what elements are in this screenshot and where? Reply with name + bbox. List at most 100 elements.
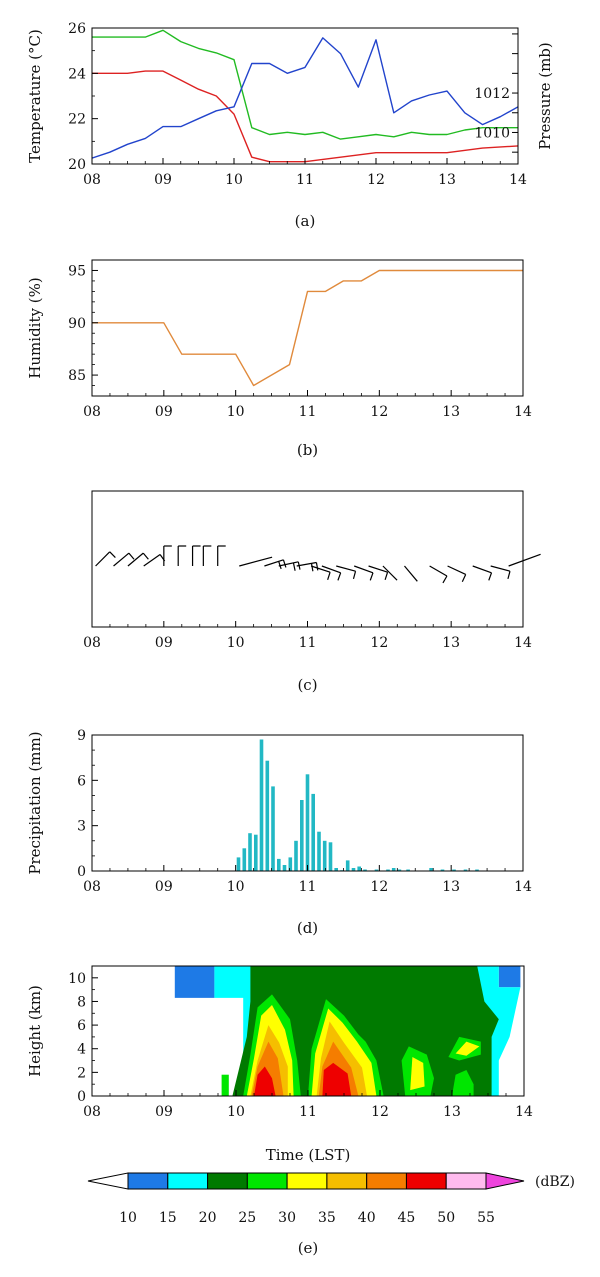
reflectivity-contour [410,1057,425,1091]
panel-label: (a) [295,212,316,230]
precip-bar [248,833,252,871]
wind-barb-tick [384,571,389,580]
y-tick-label: 22 [68,112,86,128]
colorbar-box [326,1172,368,1190]
wind-barb [490,565,511,572]
wind-barb-tick [352,571,357,580]
colorbar-box [445,1172,487,1190]
x-tick-label: 12 [370,879,388,895]
panel-b: 08 09 10 11 12 13 14 85 90 95 Humidity (%) (b) [26,259,532,459]
series-line-0 [92,269,523,387]
precip-bar [440,869,445,871]
x-tick-label: 12 [370,404,388,420]
wind-barb [95,551,111,567]
colorbar-high-arrow [485,1172,525,1190]
wind-barb [404,565,418,582]
reflectivity-field [174,966,521,1096]
x-tick-label: 14 [514,404,532,420]
x-tick-label: 08 [83,879,101,895]
panel-label: (d) [297,919,318,937]
colorbar-box [366,1172,408,1190]
x-tick-label: 11 [299,404,317,420]
wind-barb-tick [282,559,287,568]
reflectivity-contour [322,1062,352,1096]
wind-barb [310,565,331,573]
x-tick-label: 10 [227,635,245,651]
x-tick-label: 10 [227,1104,245,1120]
y-axis-title: Precipitation (mm) [26,731,44,874]
colorbar-box [127,1172,169,1190]
precip-bar [277,858,281,871]
reflectivity-contour [498,966,521,988]
colorbar-unit: (dBZ) [535,1174,575,1190]
precip-bar [311,793,315,871]
wind-barb [447,565,466,575]
wind-barb-tick [337,572,342,581]
precip-bar [259,739,264,871]
colorbar-tick-label: 30 [278,1210,296,1226]
wind-barb-tick [461,574,467,582]
x-tick-label: 08 [83,404,101,420]
y-tick-label: 6 [77,773,86,789]
series-line-1 [92,70,518,163]
wind-barb [143,554,161,567]
wind-barb [278,561,299,567]
wind-barb-tick [128,552,135,560]
colorbar-tick-label: 35 [318,1210,336,1226]
wind-barb [382,565,398,581]
precip-bar [345,860,350,871]
x-tick-label: 12 [371,1104,389,1120]
wind-barb-tick [310,563,314,572]
precip-bar [294,840,298,871]
precip-bar [357,866,361,871]
y-axis-title: Humidity (%) [26,277,44,378]
precip-bar [452,869,456,871]
plot-frame [91,490,524,628]
y-tick-label: 85 [68,368,86,384]
precip-bar [288,857,293,871]
colorbar-tick-label: 15 [159,1210,177,1226]
colorbar-tick-label: 50 [437,1210,455,1226]
precip-bar [322,840,327,871]
precip-bar [363,869,367,871]
y-axis-title: Temperature (°C) [26,29,44,163]
y-tick-label: 95 [68,263,86,279]
wind-barb-tick [488,572,493,581]
colorbar-box [405,1172,447,1190]
precip-bar [282,865,287,871]
y2-axis-title: Pressure (mb) [536,42,554,150]
plot-frame [91,259,524,397]
wind-barb [113,552,130,567]
y-axis-title: Height (km) [26,985,44,1077]
x-tick-label: 09 [155,635,173,651]
precip-bar [242,848,247,871]
colorbar: 10 15 20 25 30 35 40 45 50 55 (dBZ) [87,1172,575,1226]
x-tick-label: 12 [370,635,388,651]
x-tick-label: 11 [299,879,317,895]
y-tick-label: 6 [77,1018,86,1034]
y-tick-label: 9 [77,728,86,744]
series-line-2 [92,37,518,159]
y-tick-label: 4 [77,1042,86,1058]
x-tick-label: 08 [83,635,101,651]
wind-barb [353,565,374,574]
colorbar-low-arrow [87,1172,129,1190]
reflectivity-contour [232,966,499,1096]
colorbar-box [167,1172,209,1190]
y-tick-label: 0 [77,864,86,880]
y2-tick-label: 1012 [474,86,510,102]
panel-label: (e) [298,1239,319,1257]
wind-barb [368,565,388,573]
y-tick-label: 20 [68,157,86,173]
y-tick-label: 0 [77,1089,86,1105]
x-tick-label: 14 [514,635,532,651]
y-tick-label: 26 [68,21,86,37]
x-axis-title: Time (LST) [266,1146,351,1164]
precip-bar [351,868,356,871]
x-tick-label: 08 [83,172,101,188]
x-tick-label: 14 [509,172,527,188]
precip-bar [386,869,390,871]
precip-bar [317,831,321,871]
colorbar-tick-label: 25 [238,1210,256,1226]
